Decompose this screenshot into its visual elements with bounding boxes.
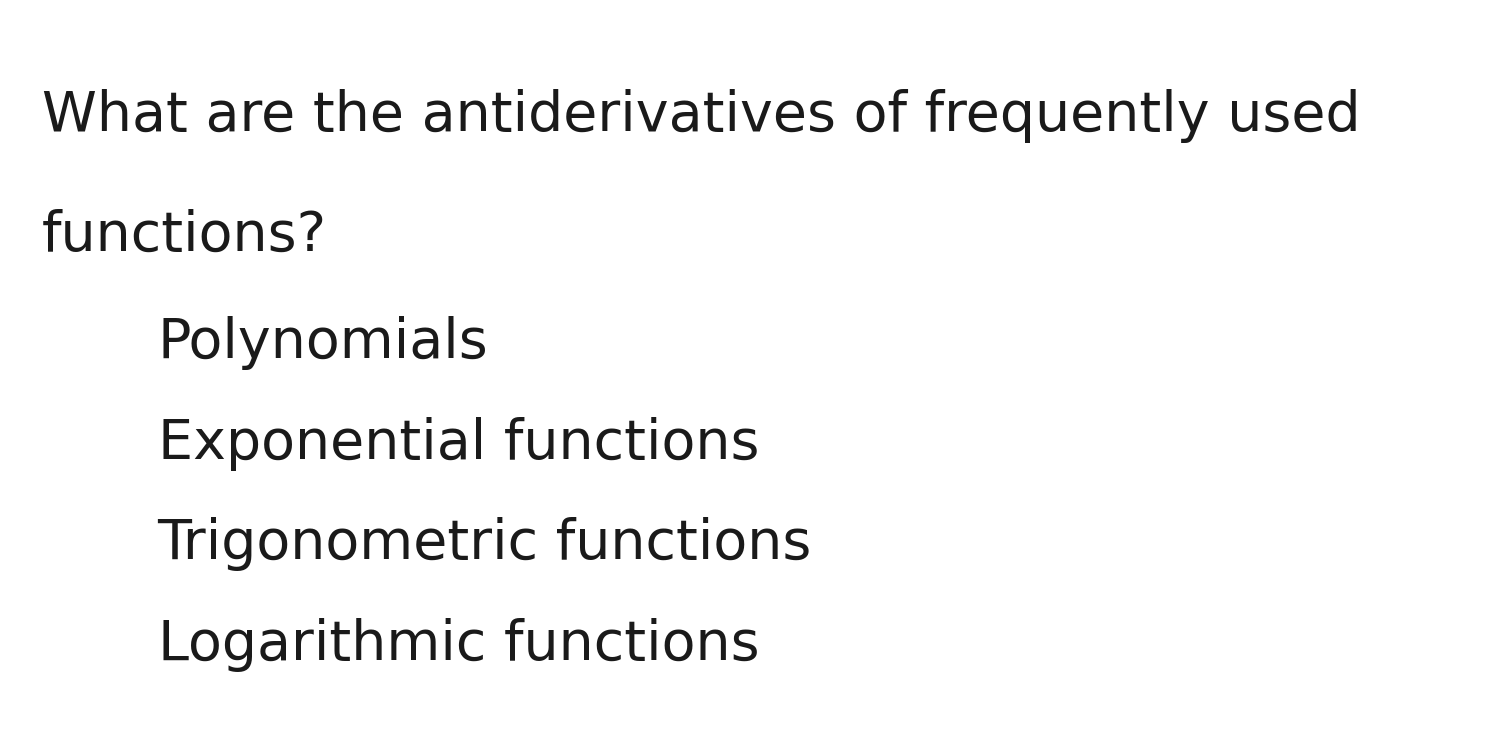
Text: What are the antiderivatives of frequently used: What are the antiderivatives of frequent…	[42, 89, 1360, 144]
Text: Exponential functions: Exponential functions	[158, 417, 759, 471]
Text: Logarithmic functions: Logarithmic functions	[158, 618, 759, 672]
Text: functions?: functions?	[42, 208, 327, 263]
Text: Trigonometric functions: Trigonometric functions	[158, 517, 812, 571]
Text: Polynomials: Polynomials	[158, 316, 489, 371]
